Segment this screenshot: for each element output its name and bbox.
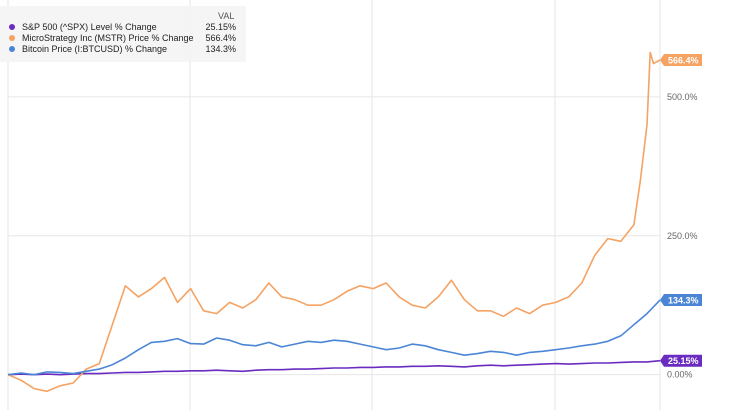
y-tick-label: 500.0% (667, 92, 698, 102)
legend-label: S&P 500 (^SPX) Level % Change (22, 22, 157, 32)
legend-value: 566.4% (205, 33, 236, 43)
series-line (7, 359, 661, 376)
legend-value: 134.3% (205, 44, 236, 54)
y-tick-label: 0.00% (667, 370, 693, 380)
series-layer (7, 51, 661, 393)
series-line (7, 51, 661, 393)
grid-layer (7, 0, 661, 410)
legend-label: MicroStrategy Inc (MSTR) Price % Change (22, 33, 194, 43)
end-labels: 25.15% 566.4% 134.3% (660, 54, 702, 367)
end-label-tag (660, 354, 702, 367)
series-line (7, 299, 661, 376)
end-label-tag (660, 54, 702, 66)
end-label: 134.3% (668, 296, 699, 306)
y-tick-label: 250.0% (667, 231, 698, 241)
legend-box (0, 6, 246, 62)
end-label: 566.4% (668, 56, 699, 66)
legend-dot (9, 46, 15, 52)
legend: VAL S&P 500 (^SPX) Level % Change 25.15% Mi… (0, 6, 246, 62)
legend-header: VAL (218, 11, 234, 21)
legend-value: 25.15% (205, 22, 236, 32)
legend-dot (9, 24, 15, 30)
y-axis: 0.00% 250.0% 500.0% (667, 92, 698, 380)
end-label: 25.15% (668, 356, 699, 366)
legend-label: Bitcoin Price (I:BTCUSD) % Change (22, 44, 167, 54)
end-label-tag (660, 294, 702, 307)
legend-dot (9, 35, 15, 41)
